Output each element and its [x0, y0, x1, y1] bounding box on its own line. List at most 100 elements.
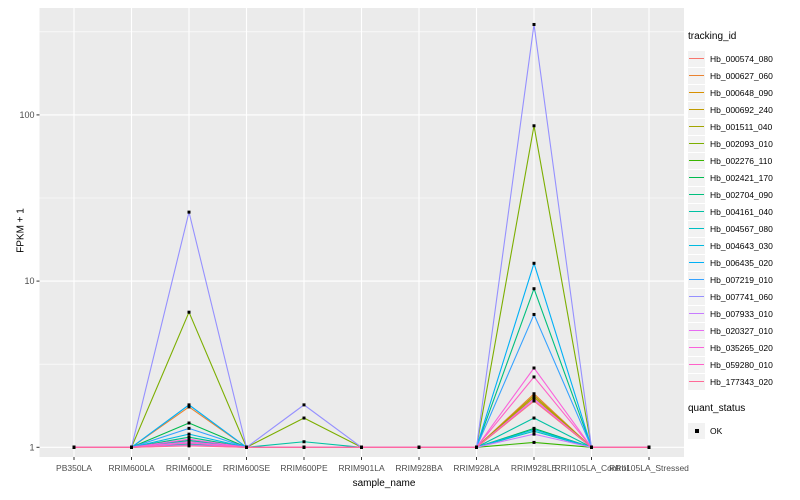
x-tick-label: RRIM928LA	[453, 463, 500, 473]
legend-key-swatch	[688, 254, 705, 271]
legend-key-swatch	[688, 50, 705, 67]
legend-entry-label: Hb_004161_040	[710, 206, 773, 217]
legend-entry: Hb_002276_110	[688, 152, 798, 169]
legend-entry-label: Hb_020327_010	[710, 325, 773, 336]
legend-key-swatch	[688, 67, 705, 84]
x-tick-label: RRIM928LE	[511, 463, 558, 473]
legend-entry: Hb_001511_040	[688, 118, 798, 135]
data-point	[647, 445, 651, 449]
legend-key-line	[689, 193, 704, 196]
legend-entry: Hb_020327_010	[688, 322, 798, 339]
legend: tracking_id Hb_000574_080 Hb_000627_060 Hb…	[688, 30, 798, 439]
legend-entry-label: Hb_000627_060	[710, 70, 773, 81]
legend-key-line	[689, 312, 704, 315]
legend-entry-label: Hb_007933_010	[710, 308, 773, 319]
legend-entry-label: Hb_007741_060	[710, 291, 773, 302]
legend-key-line	[689, 329, 704, 332]
legend-key-line	[689, 346, 704, 349]
legend-entry: Hb_004567_080	[688, 220, 798, 237]
legend-key-line	[689, 278, 704, 281]
data-point	[532, 416, 536, 420]
legend-entry-label: Hb_000574_080	[710, 53, 773, 64]
legend-entry: Hb_177343_020	[688, 373, 798, 390]
legend-key-line	[689, 244, 704, 247]
x-tick-label: RRIM600SE	[223, 463, 271, 473]
data-point	[532, 312, 536, 316]
x-tick-label: RRII105LA_Stressed	[609, 463, 689, 473]
x-tick-label: RRIM600LE	[166, 463, 213, 473]
legend-entry: Hb_007933_010	[688, 305, 798, 322]
legend-key-line	[689, 227, 704, 230]
legend-key-line	[689, 261, 704, 264]
legend-entry-label: Hb_000692_240	[710, 104, 773, 115]
data-point	[532, 287, 536, 291]
legend-key-line	[689, 108, 704, 111]
legend-key-line	[689, 295, 704, 298]
legend-key-swatch	[688, 237, 705, 254]
legend-entry: Hb_002421_170	[688, 169, 798, 186]
data-point	[187, 310, 191, 314]
x-tick-label: RRII105LA_Control	[555, 463, 629, 473]
data-point	[532, 375, 536, 379]
legend-key-swatch	[688, 84, 705, 101]
y-axis-title: FPKM + 1	[15, 208, 27, 253]
data-point	[360, 445, 363, 449]
x-tick-label: RRIM600PE	[280, 463, 328, 473]
x-tick-label: PB350LA	[56, 463, 92, 473]
legend-key-swatch	[688, 220, 705, 237]
data-point	[72, 445, 76, 449]
data-point	[532, 399, 536, 403]
legend-entry-label: Hb_059280_010	[710, 359, 773, 370]
data-point	[532, 397, 536, 401]
quant-legend-entry: OK	[688, 422, 798, 439]
legend-entry: Hb_002093_010	[688, 135, 798, 152]
data-point	[187, 435, 191, 439]
data-point	[590, 445, 593, 449]
data-point	[187, 444, 191, 448]
data-point	[532, 261, 536, 265]
legend-entry-label: Hb_006435_020	[710, 257, 773, 268]
legend-entry-label: Hb_002704_090	[710, 189, 773, 200]
legend-key-line	[689, 380, 704, 383]
data-point	[532, 22, 536, 26]
data-point	[187, 426, 191, 430]
legend-entry-label: Hb_035265_020	[710, 342, 773, 353]
data-point	[302, 440, 306, 444]
data-point	[302, 445, 306, 449]
data-point	[245, 445, 248, 449]
legend-entry: Hb_059280_010	[688, 356, 798, 373]
legend-entry-label: Hb_000648_090	[710, 87, 773, 98]
quant-entry-label: OK	[710, 425, 723, 436]
legend-entry: Hb_007741_060	[688, 288, 798, 305]
data-point	[302, 416, 306, 420]
data-point	[187, 432, 191, 436]
legend-entry: Hb_000574_080	[688, 50, 798, 67]
legend-entry: Hb_000627_060	[688, 67, 798, 84]
legend-key-line	[689, 57, 704, 60]
data-point	[187, 437, 191, 441]
legend-key-swatch	[688, 305, 705, 322]
legend-key-line	[689, 159, 704, 162]
data-point	[187, 403, 191, 407]
legend-entry: Hb_000648_090	[688, 84, 798, 101]
legend-key-swatch	[688, 135, 705, 152]
legend-key-line	[689, 74, 704, 77]
legend-title-tracking-id: tracking_id	[688, 31, 737, 42]
legend-key-swatch	[688, 271, 705, 288]
data-point	[475, 445, 478, 449]
legend-key-swatch	[688, 203, 705, 220]
legend-entry-label: Hb_004643_030	[710, 240, 773, 251]
legend-entry-label: Hb_002421_170	[710, 172, 773, 183]
quant-legend-entries: OK	[688, 422, 798, 439]
data-point	[532, 366, 536, 370]
legend-entry: Hb_000692_240	[688, 101, 798, 118]
x-axis-title: sample_name	[352, 478, 416, 489]
y-tick-label: 10	[24, 276, 34, 286]
data-point	[532, 432, 536, 436]
x-tick-label: RRIM928BA	[395, 463, 443, 473]
legend-entry: Hb_007219_010	[688, 271, 798, 288]
x-tick-label: RRIM901LA	[338, 463, 385, 473]
legend-key-swatch	[688, 288, 705, 305]
data-point	[532, 429, 536, 433]
